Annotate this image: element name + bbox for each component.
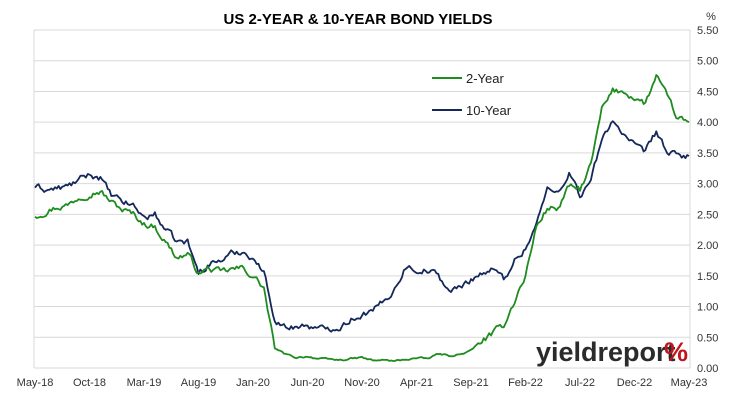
gridlines	[33, 29, 691, 369]
x-tick-label: Mar-19	[127, 377, 162, 389]
brand-wordmark: yieldreport	[536, 337, 676, 367]
x-tick-label: Apr-21	[400, 377, 433, 389]
y-tick-label: 3.00	[697, 179, 718, 191]
series-line-2-year	[34, 74, 690, 362]
y-tick-label: 1.00	[697, 302, 718, 314]
axes: 0.00 0.50 1.00 1.50 2.00 2.50 3.00 3.50 4.00 4.50…	[17, 25, 719, 389]
legend: 2-Year 10-Year	[432, 71, 512, 118]
x-tick-label: Dec-22	[617, 377, 652, 389]
y-tick-label: 0.50	[697, 332, 718, 344]
y-tick-label: 0.00	[697, 363, 718, 375]
y-tick-label: 5.00	[697, 56, 718, 68]
x-tick-label: Aug-19	[181, 377, 216, 389]
y-tick-label: 5.50	[697, 25, 718, 37]
brand-percent-symbol: %	[664, 337, 688, 367]
x-tick-label: Jun-20	[291, 377, 325, 389]
x-tick-label: May-23	[671, 377, 708, 389]
x-tick-label: Oct-18	[73, 377, 106, 389]
legend-label: 10-Year	[466, 103, 512, 118]
y-tick-label: 3.50	[697, 148, 718, 160]
y-tick-label: 2.00	[697, 240, 718, 252]
y-tick-label: 1.50	[697, 271, 718, 283]
series-lines	[34, 74, 690, 362]
x-tick-label: Jan-20	[236, 377, 270, 389]
y-axis-unit-label: %	[706, 11, 716, 23]
x-tick-label: Sep-21	[453, 377, 488, 389]
y-tick-label: 2.50	[697, 209, 718, 221]
y-tick-label: 4.50	[697, 86, 718, 98]
chart-title: US 2-YEAR & 10-YEAR BOND YIELDS	[224, 11, 493, 28]
x-tick-label: Feb-22	[508, 377, 543, 389]
x-tick-label: Nov-20	[344, 377, 379, 389]
x-tick-label: May-18	[17, 377, 54, 389]
legend-label: 2-Year	[466, 71, 504, 86]
x-tick-label: Jul-22	[565, 377, 595, 389]
yieldreport-logo: yieldreport%	[536, 337, 688, 367]
series-line-10-year	[34, 120, 690, 333]
y-tick-label: 4.00	[697, 117, 718, 129]
